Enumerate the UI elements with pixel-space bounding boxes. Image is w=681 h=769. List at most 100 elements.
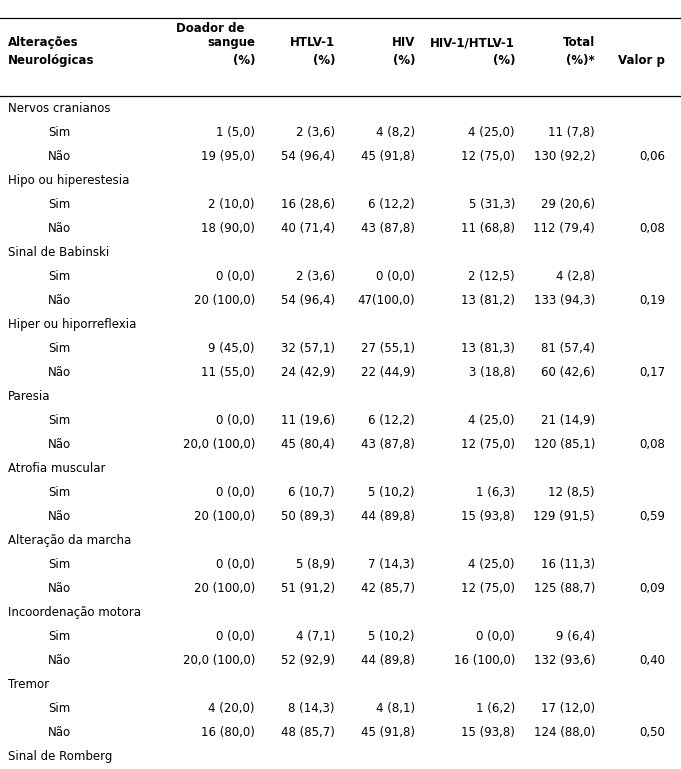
Text: Hipo ou hiperestesia: Hipo ou hiperestesia bbox=[8, 174, 129, 187]
Text: 4 (20,0): 4 (20,0) bbox=[208, 702, 255, 715]
Text: 4 (7,1): 4 (7,1) bbox=[296, 630, 335, 643]
Text: 2 (3,6): 2 (3,6) bbox=[296, 126, 335, 139]
Text: 130 (92,2): 130 (92,2) bbox=[533, 150, 595, 163]
Text: (%): (%) bbox=[313, 54, 335, 67]
Text: 52 (92,9): 52 (92,9) bbox=[281, 654, 335, 667]
Text: 4 (25,0): 4 (25,0) bbox=[469, 126, 515, 139]
Text: 133 (94,3): 133 (94,3) bbox=[534, 294, 595, 307]
Text: HTLV-1: HTLV-1 bbox=[290, 36, 335, 49]
Text: 4 (8,1): 4 (8,1) bbox=[376, 702, 415, 715]
Text: Sim: Sim bbox=[48, 414, 70, 427]
Text: Alteração da marcha: Alteração da marcha bbox=[8, 534, 131, 547]
Text: 18 (90,0): 18 (90,0) bbox=[201, 222, 255, 235]
Text: Não: Não bbox=[48, 366, 71, 379]
Text: 44 (89,8): 44 (89,8) bbox=[361, 654, 415, 667]
Text: Não: Não bbox=[48, 510, 71, 523]
Text: 9 (45,0): 9 (45,0) bbox=[208, 342, 255, 355]
Text: 2 (10,0): 2 (10,0) bbox=[208, 198, 255, 211]
Text: 7 (14,3): 7 (14,3) bbox=[368, 558, 415, 571]
Text: 0,40: 0,40 bbox=[639, 654, 665, 667]
Text: 9 (6,4): 9 (6,4) bbox=[556, 630, 595, 643]
Text: 4 (25,0): 4 (25,0) bbox=[469, 558, 515, 571]
Text: 15 (93,8): 15 (93,8) bbox=[461, 510, 515, 523]
Text: 29 (20,6): 29 (20,6) bbox=[541, 198, 595, 211]
Text: Sim: Sim bbox=[48, 342, 70, 355]
Text: 6 (10,7): 6 (10,7) bbox=[288, 486, 335, 499]
Text: HIV-1/HTLV-1: HIV-1/HTLV-1 bbox=[430, 36, 515, 49]
Text: 4 (8,2): 4 (8,2) bbox=[376, 126, 415, 139]
Text: 16 (11,3): 16 (11,3) bbox=[541, 558, 595, 571]
Text: 27 (55,1): 27 (55,1) bbox=[361, 342, 415, 355]
Text: 0 (0,0): 0 (0,0) bbox=[376, 270, 415, 283]
Text: 16 (80,0): 16 (80,0) bbox=[201, 726, 255, 739]
Text: 11 (68,8): 11 (68,8) bbox=[461, 222, 515, 235]
Text: 50 (89,3): 50 (89,3) bbox=[281, 510, 335, 523]
Text: Hiper ou hiporreflexia: Hiper ou hiporreflexia bbox=[8, 318, 136, 331]
Text: 0 (0,0): 0 (0,0) bbox=[216, 558, 255, 571]
Text: Atrofia muscular: Atrofia muscular bbox=[8, 462, 106, 475]
Text: 124 (88,0): 124 (88,0) bbox=[534, 726, 595, 739]
Text: 1 (6,2): 1 (6,2) bbox=[476, 702, 515, 715]
Text: 22 (44,9): 22 (44,9) bbox=[361, 366, 415, 379]
Text: 12 (8,5): 12 (8,5) bbox=[548, 486, 595, 499]
Text: 24 (42,9): 24 (42,9) bbox=[281, 366, 335, 379]
Text: 1 (6,3): 1 (6,3) bbox=[476, 486, 515, 499]
Text: Não: Não bbox=[48, 222, 71, 235]
Text: 132 (93,6): 132 (93,6) bbox=[533, 654, 595, 667]
Text: Valor p: Valor p bbox=[618, 54, 665, 67]
Text: 0 (0,0): 0 (0,0) bbox=[216, 414, 255, 427]
Text: 17 (12,0): 17 (12,0) bbox=[541, 702, 595, 715]
Text: 3 (18,8): 3 (18,8) bbox=[469, 366, 515, 379]
Text: 81 (57,4): 81 (57,4) bbox=[541, 342, 595, 355]
Text: 44 (89,8): 44 (89,8) bbox=[361, 510, 415, 523]
Text: 112 (79,4): 112 (79,4) bbox=[533, 222, 595, 235]
Text: 125 (88,7): 125 (88,7) bbox=[534, 582, 595, 595]
Text: 45 (80,4): 45 (80,4) bbox=[281, 438, 335, 451]
Text: 42 (85,7): 42 (85,7) bbox=[361, 582, 415, 595]
Text: Incoordenação motora: Incoordenação motora bbox=[8, 606, 141, 619]
Text: 32 (57,1): 32 (57,1) bbox=[281, 342, 335, 355]
Text: Sim: Sim bbox=[48, 270, 70, 283]
Text: 5 (31,3): 5 (31,3) bbox=[469, 198, 515, 211]
Text: Não: Não bbox=[48, 654, 71, 667]
Text: 20 (100,0): 20 (100,0) bbox=[194, 510, 255, 523]
Text: 0,17: 0,17 bbox=[639, 366, 665, 379]
Text: 0 (0,0): 0 (0,0) bbox=[216, 486, 255, 499]
Text: Nervos cranianos: Nervos cranianos bbox=[8, 102, 110, 115]
Text: 13 (81,3): 13 (81,3) bbox=[461, 342, 515, 355]
Text: Neurológicas: Neurológicas bbox=[8, 54, 95, 67]
Text: 13 (81,2): 13 (81,2) bbox=[461, 294, 515, 307]
Text: (%)*: (%)* bbox=[566, 54, 595, 67]
Text: Doador de: Doador de bbox=[176, 22, 244, 35]
Text: 2 (12,5): 2 (12,5) bbox=[469, 270, 515, 283]
Text: 20 (100,0): 20 (100,0) bbox=[194, 294, 255, 307]
Text: Sinal de Babinski: Sinal de Babinski bbox=[8, 246, 109, 259]
Text: 6 (12,2): 6 (12,2) bbox=[368, 198, 415, 211]
Text: 4 (25,0): 4 (25,0) bbox=[469, 414, 515, 427]
Text: 20,0 (100,0): 20,0 (100,0) bbox=[183, 654, 255, 667]
Text: 1 (5,0): 1 (5,0) bbox=[216, 126, 255, 139]
Text: 4 (2,8): 4 (2,8) bbox=[556, 270, 595, 283]
Text: 0,06: 0,06 bbox=[639, 150, 665, 163]
Text: Sim: Sim bbox=[48, 198, 70, 211]
Text: 11 (19,6): 11 (19,6) bbox=[281, 414, 335, 427]
Text: 48 (85,7): 48 (85,7) bbox=[281, 726, 335, 739]
Text: 43 (87,8): 43 (87,8) bbox=[361, 222, 415, 235]
Text: 0 (0,0): 0 (0,0) bbox=[216, 270, 255, 283]
Text: 0,08: 0,08 bbox=[639, 438, 665, 451]
Text: HIV: HIV bbox=[392, 36, 415, 49]
Text: 54 (96,4): 54 (96,4) bbox=[281, 294, 335, 307]
Text: 47(100,0): 47(100,0) bbox=[358, 294, 415, 307]
Text: 19 (95,0): 19 (95,0) bbox=[201, 150, 255, 163]
Text: Total: Total bbox=[563, 36, 595, 49]
Text: Paresia: Paresia bbox=[8, 390, 50, 403]
Text: 0,09: 0,09 bbox=[639, 582, 665, 595]
Text: 40 (71,4): 40 (71,4) bbox=[281, 222, 335, 235]
Text: 20 (100,0): 20 (100,0) bbox=[194, 582, 255, 595]
Text: 16 (100,0): 16 (100,0) bbox=[454, 654, 515, 667]
Text: Não: Não bbox=[48, 150, 71, 163]
Text: 11 (55,0): 11 (55,0) bbox=[201, 366, 255, 379]
Text: 15 (93,8): 15 (93,8) bbox=[461, 726, 515, 739]
Text: 20,0 (100,0): 20,0 (100,0) bbox=[183, 438, 255, 451]
Text: Sinal de Romberg: Sinal de Romberg bbox=[8, 750, 112, 763]
